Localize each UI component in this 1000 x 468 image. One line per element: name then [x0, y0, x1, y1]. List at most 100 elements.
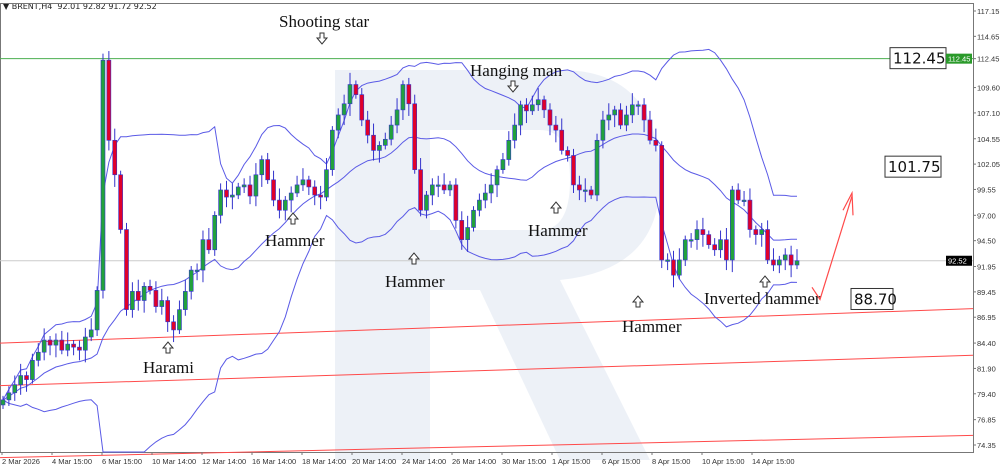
x-tick-label: 2 Mar 2026 — [2, 457, 40, 466]
candle — [359, 88, 365, 127]
y-tick-label: 86.95 — [977, 313, 996, 322]
candle-body — [230, 194, 235, 198]
candle — [300, 168, 306, 191]
candle — [624, 105, 629, 132]
candle — [183, 279, 188, 316]
candle — [582, 178, 588, 203]
candle — [83, 327, 88, 363]
candle-body — [606, 114, 612, 121]
candle-body — [494, 169, 500, 186]
candle-body — [312, 186, 318, 196]
candle-body — [635, 104, 641, 107]
candle — [218, 183, 223, 224]
candle-body — [535, 99, 541, 106]
pattern-label: Hammer — [265, 231, 325, 250]
candle-body — [435, 184, 441, 187]
candle — [488, 173, 494, 204]
candle — [288, 186, 294, 213]
candle-body — [424, 194, 429, 211]
candle-body — [553, 124, 559, 131]
candle — [577, 175, 582, 201]
candle — [283, 196, 288, 221]
candle-body — [482, 192, 488, 201]
candle — [553, 115, 559, 143]
candle — [0, 395, 6, 409]
candle-body — [547, 109, 553, 126]
candle-body — [718, 239, 723, 251]
candle — [171, 315, 176, 343]
candle — [524, 98, 529, 124]
candle — [18, 363, 23, 395]
y-tick-label: 117.15 — [977, 7, 999, 16]
candle-body — [300, 179, 306, 186]
support-line-0 — [0, 308, 974, 344]
candle-body — [141, 286, 147, 301]
candle-body — [112, 139, 118, 176]
candle-body — [135, 291, 141, 301]
candle-body — [371, 134, 376, 151]
candle — [418, 158, 423, 217]
triangle-down-icon[interactable]: ▼ — [3, 2, 12, 11]
watermark-r-shape — [335, 70, 660, 460]
candle — [730, 185, 735, 273]
candle — [265, 152, 270, 184]
x-tick-label: 1 Apr 15:00 — [552, 457, 590, 466]
candle-body — [524, 104, 529, 112]
candle — [706, 230, 712, 249]
x-tick-label: 16 Mar 14:00 — [252, 457, 296, 466]
candle — [759, 222, 765, 247]
candle-body — [624, 114, 629, 126]
x-tick-label: 14 Apr 15:00 — [752, 457, 795, 466]
candle — [782, 248, 788, 271]
candle-body — [188, 269, 194, 292]
candle — [271, 170, 276, 207]
candle — [382, 132, 388, 150]
candle-body — [171, 321, 176, 331]
current-price-label: 92.52 — [948, 257, 967, 266]
candle — [647, 110, 653, 145]
candle-body — [165, 300, 170, 323]
candle-body — [359, 94, 365, 121]
x-tick-label: 26 Mar 14:00 — [452, 457, 496, 466]
bollinger-middle-band — [2, 133, 797, 401]
y-tick-label: 81.90 — [977, 364, 996, 373]
candle-body — [88, 329, 94, 338]
candle — [430, 178, 435, 206]
candle — [482, 183, 488, 209]
candle — [506, 131, 512, 166]
candle — [124, 222, 129, 316]
candle — [147, 279, 153, 295]
candle — [159, 288, 165, 315]
candle-body — [177, 309, 182, 331]
candle-body — [265, 159, 270, 181]
candle — [294, 175, 300, 198]
candle-body — [465, 227, 470, 240]
candle — [106, 51, 112, 151]
watermark-logo — [335, 70, 660, 460]
candle-body — [259, 159, 265, 176]
candle-body — [377, 145, 382, 151]
candle-body — [94, 290, 100, 331]
candle — [259, 155, 265, 187]
candle — [753, 225, 759, 245]
candle-body — [530, 104, 535, 112]
ohlc-readout: 92.01 92.82 91.72 92.52 — [57, 2, 157, 11]
chart-header: ▼ BRENT,H4 92.01 92.82 91.72 92.52 — [3, 2, 157, 11]
x-tick-label: 6 Apr 15:00 — [602, 457, 640, 466]
candle — [118, 170, 123, 234]
candle-body — [459, 220, 465, 240]
y-tick-label: 94.50 — [977, 237, 996, 246]
candle-body — [53, 339, 59, 346]
candle — [735, 183, 741, 205]
candle-body — [382, 138, 388, 146]
candle — [588, 185, 594, 200]
candle-body — [671, 259, 676, 276]
candle-body — [400, 84, 406, 111]
x-tick-label: 10 Apr 15:00 — [702, 457, 745, 466]
candle — [247, 175, 253, 205]
candle — [30, 353, 35, 384]
candle — [630, 93, 635, 124]
candle — [765, 220, 770, 264]
candle — [65, 332, 70, 357]
